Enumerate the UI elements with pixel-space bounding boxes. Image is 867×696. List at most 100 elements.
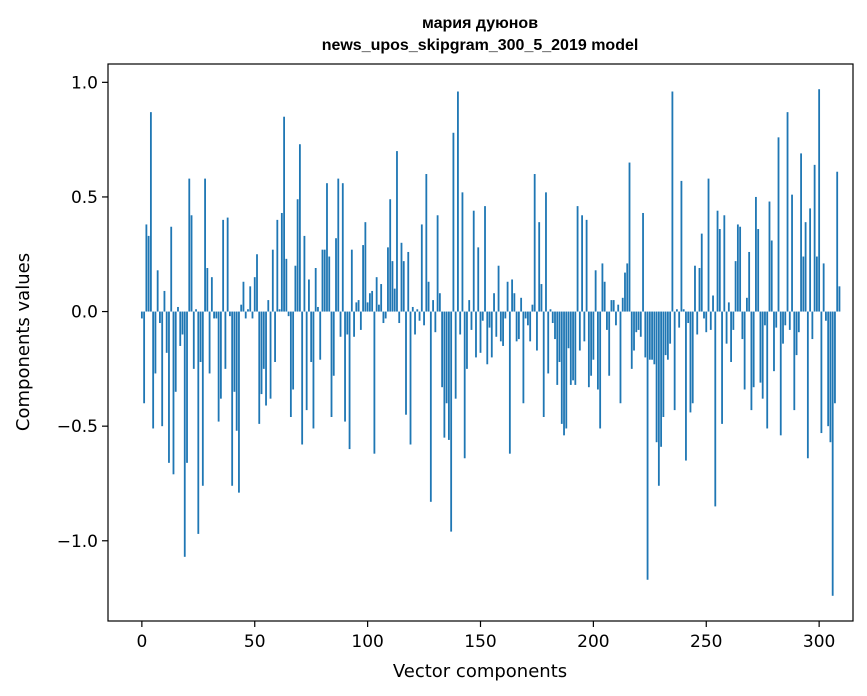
bar-307 bbox=[834, 311, 836, 404]
x-tick-label: 250 bbox=[690, 632, 722, 652]
bar-34 bbox=[217, 311, 220, 422]
bar-267 bbox=[743, 311, 746, 390]
bar-272 bbox=[755, 196, 757, 312]
bar-116 bbox=[402, 261, 405, 312]
bar-6 bbox=[154, 311, 157, 374]
bar-30 bbox=[208, 311, 211, 374]
bar-108 bbox=[384, 311, 387, 319]
bar-164 bbox=[511, 279, 514, 312]
bar-94 bbox=[353, 311, 355, 337]
bar-244 bbox=[691, 311, 694, 404]
bar-242 bbox=[687, 311, 690, 324]
bar-14 bbox=[172, 311, 175, 475]
bar-286 bbox=[786, 112, 789, 312]
bar-71 bbox=[301, 311, 304, 445]
bar-99 bbox=[364, 222, 367, 312]
bar-249 bbox=[703, 311, 705, 319]
bar-79 bbox=[319, 311, 322, 360]
bar-140 bbox=[457, 91, 459, 312]
bar-309 bbox=[838, 286, 841, 312]
bar-46 bbox=[244, 311, 247, 319]
bar-213 bbox=[621, 297, 624, 312]
bar-191 bbox=[572, 311, 574, 381]
bar-73 bbox=[305, 311, 308, 411]
bar-54 bbox=[262, 311, 265, 369]
bar-138 bbox=[452, 132, 455, 312]
bar-72 bbox=[303, 235, 306, 312]
bar-280 bbox=[773, 311, 775, 372]
bar-59 bbox=[274, 311, 276, 362]
bar-287 bbox=[788, 311, 791, 330]
bar-125 bbox=[423, 311, 425, 326]
bar-268 bbox=[745, 297, 748, 312]
bar-161 bbox=[504, 311, 507, 319]
bar-157 bbox=[495, 311, 498, 337]
bar-237 bbox=[676, 309, 678, 312]
chart-title-line-2: news_upos_skipgram_300_5_2019 model bbox=[322, 37, 639, 54]
bar-282 bbox=[777, 137, 780, 312]
bar-281 bbox=[775, 311, 778, 328]
bar-258 bbox=[723, 215, 726, 312]
bar-212 bbox=[619, 311, 622, 404]
bar-58 bbox=[271, 249, 274, 312]
bar-252 bbox=[709, 311, 712, 330]
bar-110 bbox=[389, 199, 392, 312]
bar-104 bbox=[375, 277, 378, 312]
bar-144 bbox=[466, 311, 468, 369]
bar-210 bbox=[615, 311, 617, 326]
bar-273 bbox=[757, 229, 760, 312]
bar-207 bbox=[608, 311, 611, 376]
bar-240 bbox=[682, 309, 685, 312]
bar-301 bbox=[820, 311, 823, 434]
bar-254 bbox=[714, 311, 717, 507]
bar-167 bbox=[517, 311, 520, 340]
bar-15 bbox=[174, 311, 177, 392]
bar-155 bbox=[490, 311, 493, 358]
bar-52 bbox=[258, 311, 261, 424]
bar-145 bbox=[468, 300, 471, 312]
bar-192 bbox=[574, 311, 577, 385]
bar-95 bbox=[355, 302, 358, 312]
bar-261 bbox=[730, 311, 732, 362]
bar-122 bbox=[416, 309, 419, 312]
bar-17 bbox=[179, 311, 182, 346]
bar-205 bbox=[603, 281, 606, 312]
bar-66 bbox=[289, 311, 292, 417]
bar-51 bbox=[256, 254, 258, 312]
bar-132 bbox=[438, 293, 441, 312]
bar-83 bbox=[328, 256, 331, 312]
bar-298 bbox=[813, 164, 816, 312]
bar-222 bbox=[642, 212, 644, 312]
bar-300 bbox=[818, 89, 821, 312]
bar-80 bbox=[321, 249, 324, 312]
bar-234 bbox=[669, 311, 672, 344]
bar-292 bbox=[800, 153, 802, 312]
bar-40 bbox=[231, 311, 234, 486]
bar-86 bbox=[335, 238, 337, 312]
bar-87 bbox=[337, 178, 340, 312]
bar-141 bbox=[459, 311, 462, 335]
bar-143 bbox=[463, 311, 466, 459]
bar-166 bbox=[515, 311, 518, 342]
bar-241 bbox=[685, 311, 687, 461]
bar-149 bbox=[477, 247, 480, 312]
bar-297 bbox=[811, 311, 814, 340]
bar-96 bbox=[357, 300, 360, 312]
bar-112 bbox=[393, 288, 396, 312]
bar-113 bbox=[396, 151, 398, 312]
bar-128 bbox=[429, 311, 432, 502]
bar-152 bbox=[484, 206, 486, 312]
bar-257 bbox=[721, 311, 723, 424]
bar-184 bbox=[556, 311, 559, 385]
x-tick-label: 200 bbox=[577, 632, 609, 652]
bar-251 bbox=[707, 178, 710, 312]
bar-224 bbox=[646, 311, 649, 580]
bar-303 bbox=[825, 311, 827, 321]
bar-36 bbox=[222, 219, 225, 312]
bar-78 bbox=[317, 306, 319, 312]
bar-172 bbox=[529, 311, 532, 342]
bar-154 bbox=[488, 311, 491, 328]
bar-41 bbox=[233, 311, 236, 392]
bar-97 bbox=[359, 311, 362, 330]
